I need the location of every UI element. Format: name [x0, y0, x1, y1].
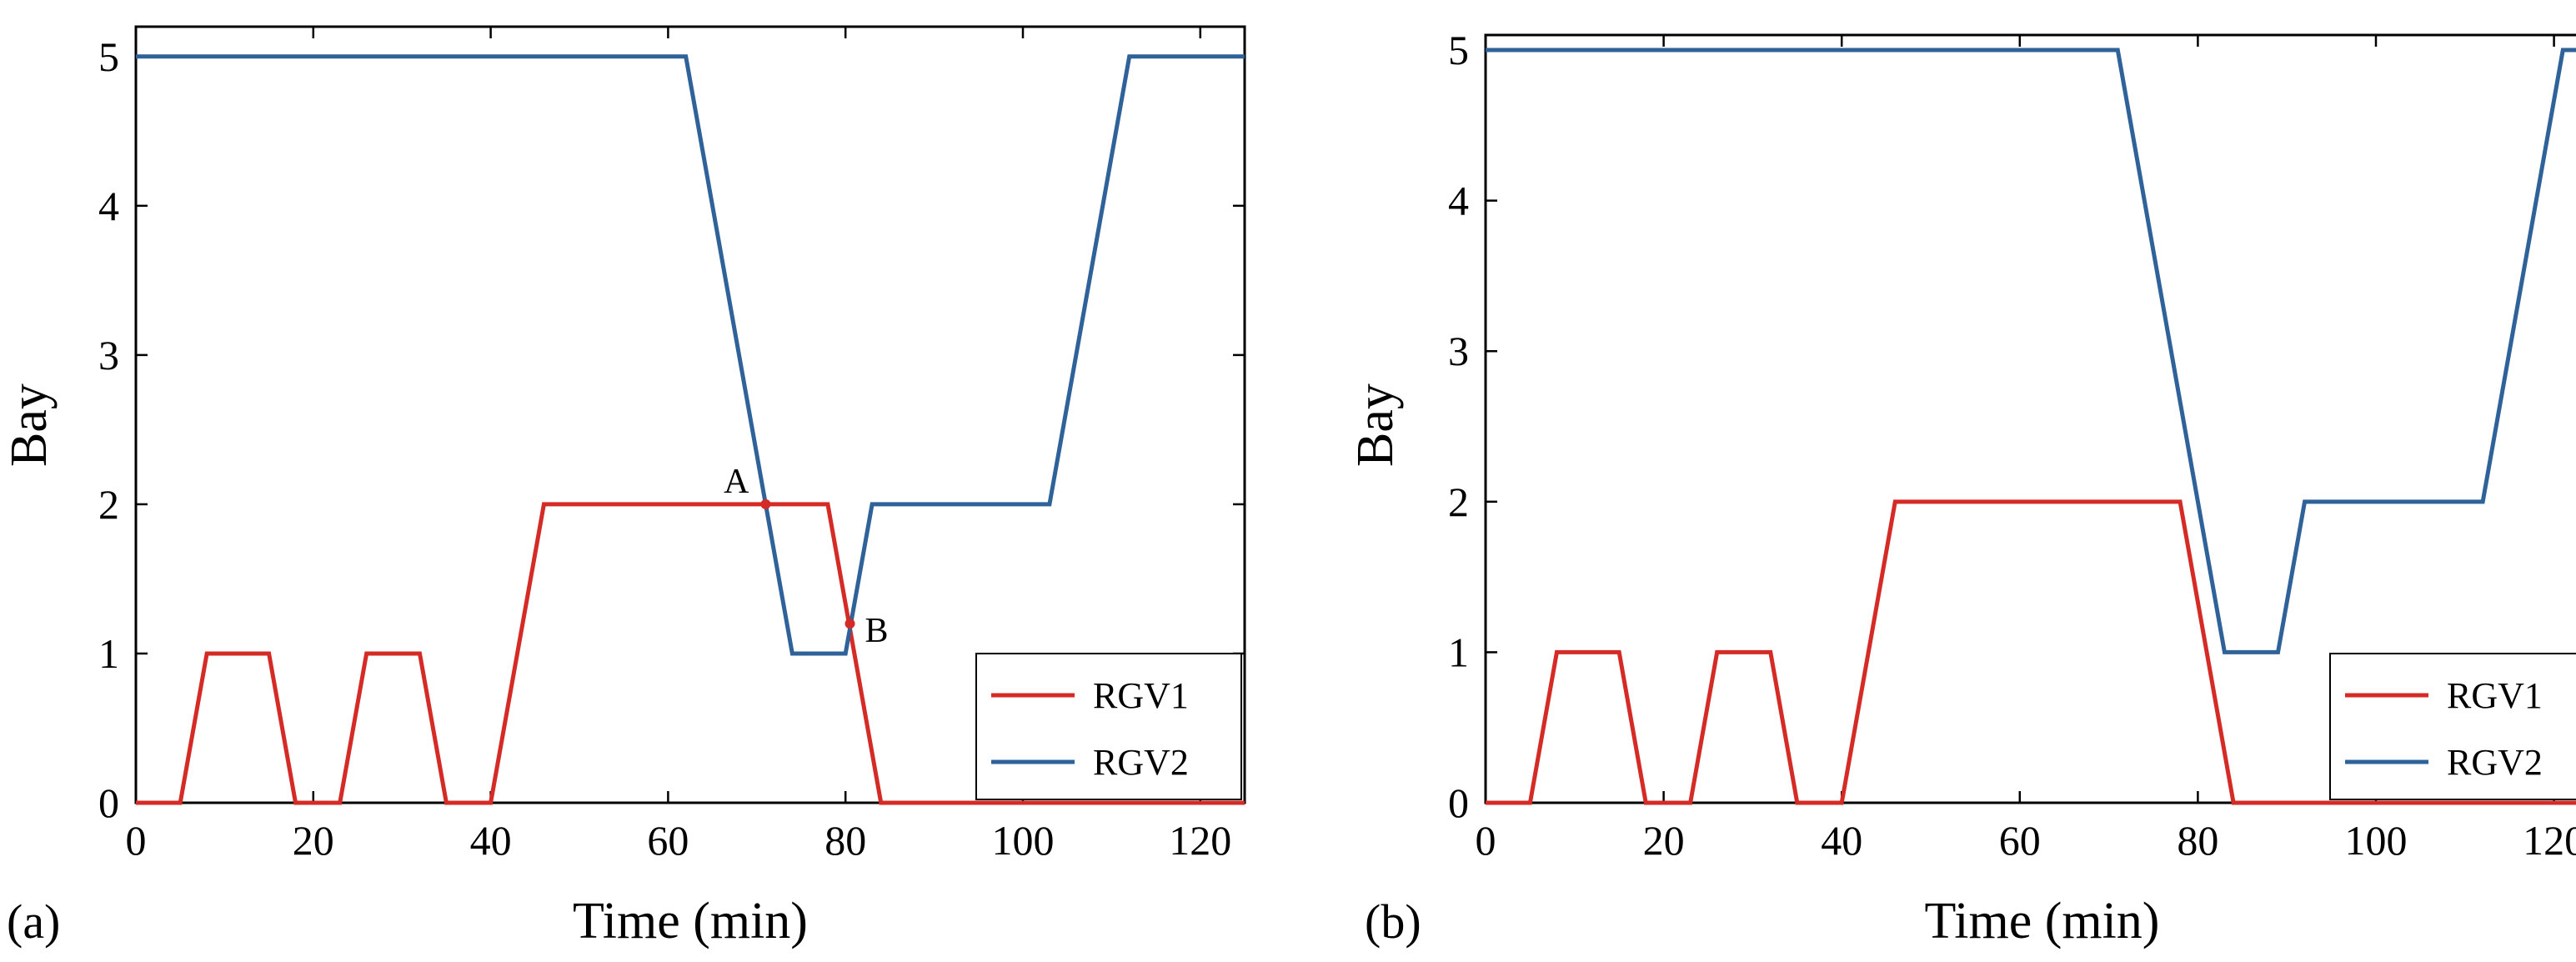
annotation-point-a [760, 499, 771, 509]
y-tick-label: 1 [1448, 629, 1469, 675]
x-axis-title: Time (min) [1925, 893, 2160, 949]
legend-label-rgv1: RGV1 [1093, 675, 1189, 716]
y-tick-label: 2 [1448, 478, 1469, 525]
x-axis-title: Time (min) [573, 893, 808, 949]
plot-area-frame [1484, 33, 2576, 804]
annotation-label-a: A [724, 463, 749, 501]
legend-label-rgv1: RGV1 [2447, 675, 2543, 716]
x-tick-label: 60 [647, 817, 689, 864]
x-tick-label: 20 [293, 817, 334, 864]
x-tick-label: 100 [2345, 817, 2408, 864]
series-line-rgv2 [1486, 48, 2576, 654]
series-line-rgv2 [136, 54, 1245, 656]
x-tick-label: 40 [470, 817, 512, 864]
series-line-rgv1 [136, 502, 1245, 805]
x-tick-label: 80 [824, 817, 866, 864]
x-tick-label: 20 [1643, 817, 1685, 864]
legend-box [2329, 653, 2576, 800]
plot-area-frame [134, 25, 1246, 804]
x-tick-label: 0 [126, 817, 147, 864]
y-tick-label: 0 [1448, 779, 1469, 826]
legend-label-rgv2: RGV2 [1093, 742, 1189, 783]
x-tick-label: 100 [992, 817, 1055, 864]
x-tick-label: 120 [2523, 817, 2576, 864]
y-tick-label: 3 [98, 332, 119, 378]
annotation-label-b: B [865, 612, 889, 650]
series-line-rgv1 [1486, 499, 2576, 805]
y-axis-title: Bay [1347, 383, 1404, 467]
x-tick-label: 80 [2177, 817, 2218, 864]
y-axis-title: Bay [1, 383, 58, 467]
y-tick-label: 0 [98, 779, 119, 826]
x-tick-label: 60 [1999, 817, 2041, 864]
y-tick-label: 1 [98, 630, 119, 677]
x-tick-label: 40 [1821, 817, 1862, 864]
panel-label: (b) [1365, 894, 1421, 949]
y-tick-label: 5 [1448, 27, 1469, 73]
annotation-point-b [844, 619, 855, 629]
y-tick-label: 4 [98, 183, 119, 229]
chart-panel-b: 0 20 40 60 80 100 120 0 1 2 3 4 5 RGV1 RGV2 Time (min) B… [1347, 27, 2576, 949]
x-tick-label: 120 [1169, 817, 1231, 864]
y-tick-label: 5 [98, 33, 119, 80]
x-tick-label: 0 [1476, 817, 1496, 864]
y-tick-label: 2 [98, 481, 119, 528]
legend-label-rgv2: RGV2 [2447, 742, 2543, 783]
y-tick-label: 3 [1448, 328, 1469, 374]
y-tick-label: 4 [1448, 178, 1469, 224]
legend-box [975, 653, 1242, 800]
panel-label: (a) [7, 894, 60, 949]
chart-panel-a: 0 20 40 60 80 100 120 0 1 2 3 4 5 A B RGV1 RGV2 Time (min… [1, 25, 1246, 949]
